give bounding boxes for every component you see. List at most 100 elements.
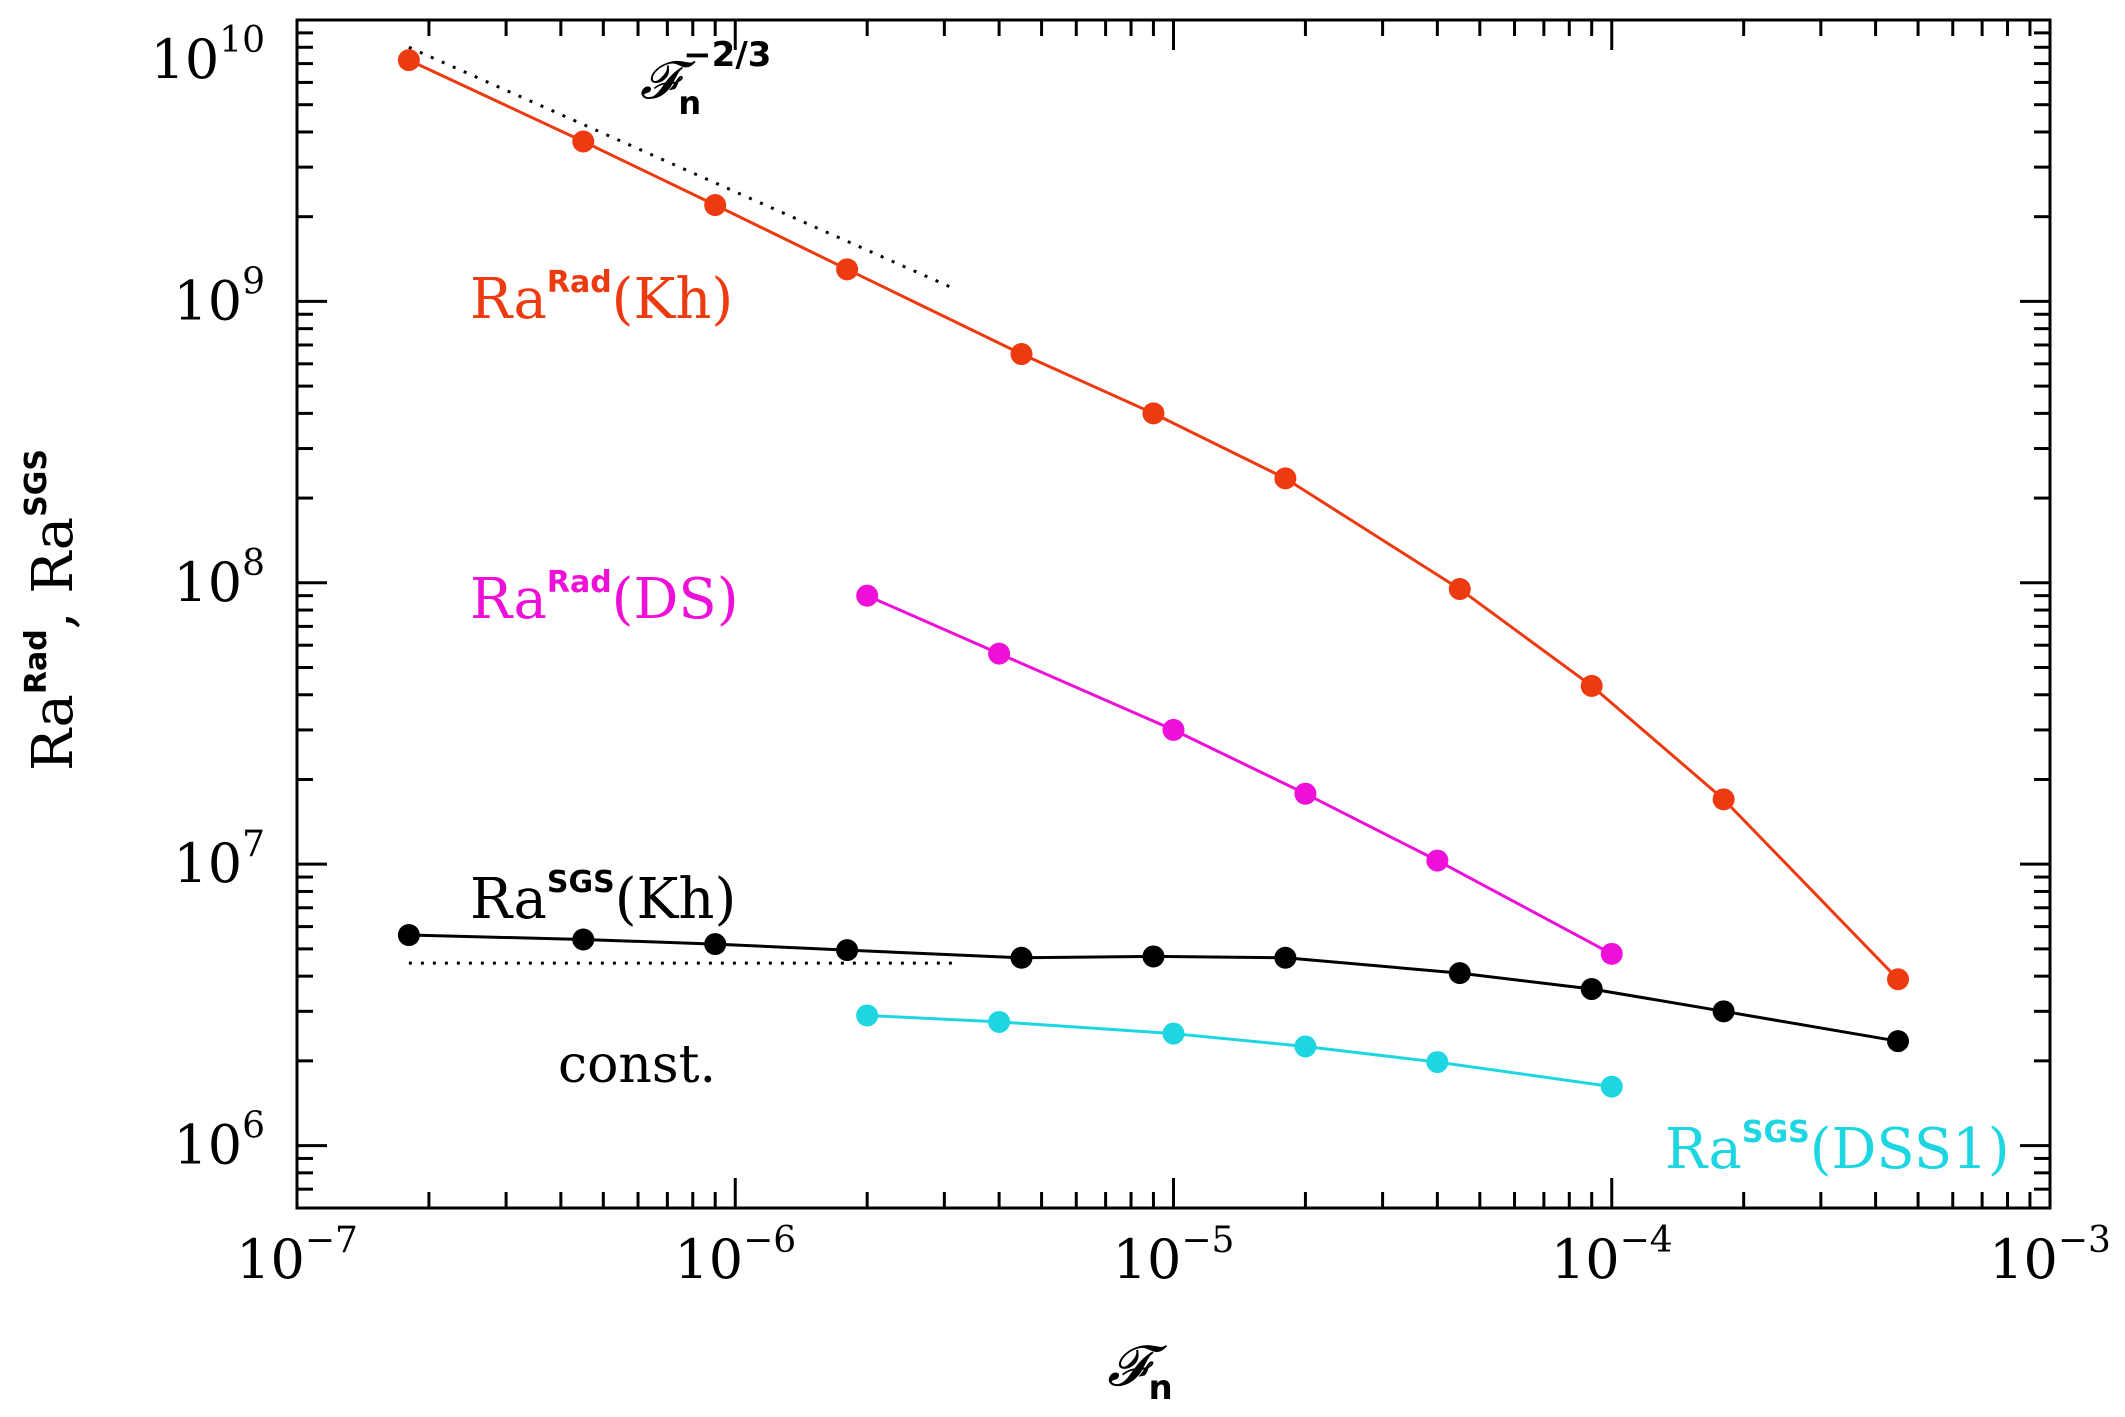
series-label-base: Ra	[470, 267, 547, 332]
data-point	[1448, 578, 1471, 601]
series-labels: RaRad(Kh)RaRad(DS)RaSGS(Kh)RaSGS(DSS1)𝓕n…	[470, 35, 2010, 1182]
y-tick-label-exp: 10	[219, 20, 265, 61]
data-series	[397, 49, 1910, 1098]
series-label-sup: Rad	[547, 565, 612, 600]
x-tick-label-exp: −3	[2058, 1220, 2111, 1261]
y-axis-title-ra1: Ra	[21, 694, 86, 771]
x-tick-label-exp: −6	[743, 1220, 796, 1261]
y-tick-label-base: 10	[173, 551, 242, 614]
data-point	[836, 258, 859, 281]
data-point	[704, 194, 727, 217]
series-label-base: Ra	[470, 567, 547, 632]
y-tick-label-base: 10	[150, 28, 219, 91]
data-point	[1600, 942, 1623, 965]
series-label: RaSGS(DSS1)	[1665, 1115, 2010, 1182]
y-tick-label-base: 10	[173, 1114, 242, 1177]
x-tick-label-base: 10	[1113, 1228, 1182, 1291]
x-tick-label-exp: −4	[1620, 1220, 1673, 1261]
data-point	[1712, 1000, 1735, 1023]
svg-text:RaRad, RaSGS: RaRad, RaSGS	[19, 449, 86, 771]
data-point	[1294, 1035, 1317, 1058]
x-tick-label: 10−5	[1113, 1220, 1235, 1291]
data-point	[1712, 788, 1735, 811]
y-tick-label: 109	[173, 261, 265, 332]
data-point	[704, 933, 727, 956]
y-axis-title: RaRad, RaSGS	[19, 449, 86, 771]
x-tick-label-base: 10	[236, 1228, 305, 1291]
y-axis-title-sup1: Rad	[19, 629, 54, 694]
x-axis-title: 𝓕n	[1107, 1334, 1173, 1408]
x-tick-label-base: 10	[1989, 1228, 2058, 1291]
series-line	[867, 1014, 1613, 1089]
data-point	[1162, 1022, 1185, 1045]
reference-lines	[408, 45, 958, 965]
data-point	[572, 130, 595, 153]
data-point	[1426, 849, 1449, 872]
data-point	[1887, 968, 1910, 991]
x-tick-label: 10−7	[236, 1220, 358, 1291]
series-label-tail: (Kh)	[615, 867, 737, 932]
data-point	[1142, 402, 1165, 425]
y-tick-label: 106	[173, 1106, 265, 1177]
data-point	[1580, 674, 1603, 697]
x-axis-title-sub: n	[1149, 1368, 1173, 1408]
data-point	[1274, 467, 1297, 490]
series-label-base: Ra	[1665, 1117, 1742, 1182]
x-tick-label-base: 10	[1551, 1228, 1620, 1291]
series-label: RaRad(Kh)	[470, 265, 733, 332]
data-point	[397, 49, 420, 72]
data-point	[856, 1004, 879, 1027]
data-point	[1274, 946, 1297, 969]
series-label-sup: SGS	[1742, 1115, 1810, 1150]
data-point	[1162, 718, 1185, 741]
data-point	[1142, 945, 1165, 968]
data-point	[1426, 1051, 1449, 1074]
x-tick-labels: 10−7 10−6 10−5 10−4 10−3	[236, 1220, 2111, 1291]
series-label-sup: SGS	[547, 865, 615, 900]
y-axis-title-ra2: Ra	[21, 517, 86, 594]
data-point	[1887, 1030, 1910, 1053]
x-tick-label: 10−6	[674, 1220, 796, 1291]
y-tick-label: 107	[173, 824, 265, 895]
axis-ticks	[295, 18, 2052, 1210]
y-tick-label-base: 10	[173, 832, 242, 895]
data-point	[1294, 782, 1317, 805]
x-tick-label-exp: −7	[305, 1220, 358, 1261]
series-line	[866, 594, 1613, 956]
data-point	[1448, 962, 1471, 985]
data-point	[1010, 946, 1033, 969]
series-label: RaSGS(Kh)	[470, 865, 736, 932]
const-annotation: const.	[558, 1035, 716, 1095]
data-point	[1580, 978, 1603, 1001]
y-tick-label-exp: 8	[242, 543, 265, 584]
y-tick-label-exp: 6	[242, 1106, 265, 1147]
series-label-base: Ra	[470, 867, 547, 932]
data-point	[856, 584, 879, 607]
data-point	[836, 939, 859, 962]
series-label-tail: (DSS1)	[1810, 1117, 2010, 1182]
y-axis-title-sup2: SGS	[19, 449, 54, 517]
y-tick-label: 1010	[150, 20, 265, 91]
series-label: RaRad(DS)	[470, 565, 739, 632]
slope-annotation: 𝓕n−2/3	[640, 35, 771, 122]
x-tick-label-exp: −5	[1181, 1220, 1234, 1261]
x-tick-label-base: 10	[674, 1228, 743, 1291]
x-tick-label: 10−4	[1551, 1220, 1673, 1291]
y-tick-label-base: 10	[173, 269, 242, 332]
y-tick-label: 108	[173, 543, 265, 614]
data-point	[1600, 1075, 1623, 1098]
y-tick-label-exp: 9	[242, 261, 265, 302]
series-label-tail: (DS)	[612, 567, 739, 632]
series-label-sup: Rad	[547, 265, 612, 300]
series-line	[408, 58, 1900, 981]
data-point	[988, 1010, 1011, 1033]
data-point	[988, 642, 1011, 665]
data-point	[572, 928, 595, 951]
series-label-tail: (Kh)	[612, 267, 734, 332]
data-point	[397, 924, 420, 947]
data-point	[1010, 343, 1033, 366]
slope-annotation-sub: n	[678, 84, 701, 122]
y-tick-label-exp: 7	[242, 824, 265, 865]
